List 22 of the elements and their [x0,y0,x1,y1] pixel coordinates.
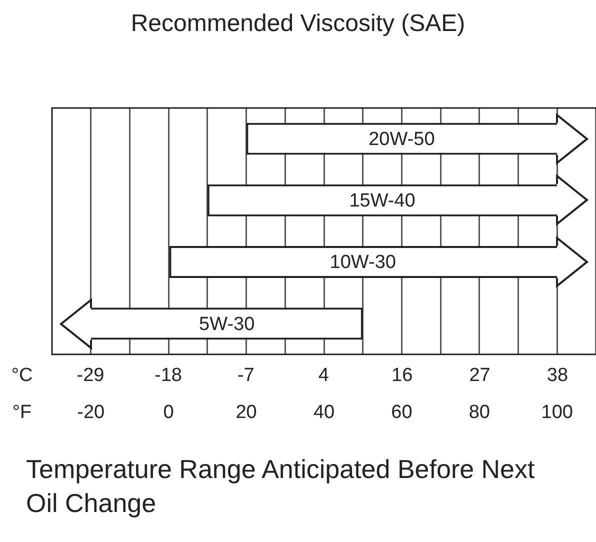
text: Temperature Range Anticipated Before Next Oil Change [26,453,536,520]
x-tick-label: 100 [541,402,573,423]
x2-tick-label: 4 [318,365,330,386]
x-tick-label: 80 [468,402,490,423]
y-tick-label: 15W-40 [349,190,416,212]
x-tick-label: 60 [391,402,412,423]
y-tick-label: 5W-30 [199,314,255,335]
x2-tick-label: 38 [546,365,568,386]
x2-tick-label: -7 [237,365,254,386]
x-tick-label: -20 [77,402,105,423]
y-tick-label: 10W-30 [330,252,396,274]
y-tick-label: 20W-50 [368,129,435,150]
x-tick-label: 20 [236,402,257,423]
x-tick-label: 40 [313,402,335,423]
x2-axis-title: °C [11,365,33,386]
x-axis-title: °F [12,402,32,423]
x2-tick-label: 16 [391,365,413,386]
x-tick-label: 0 [163,402,174,423]
chart-title: Recommended Viscosity (SAE) [130,9,466,39]
x2-tick-label: -18 [154,365,182,386]
x2-tick-label: 27 [469,365,490,386]
x2-tick-label: -29 [76,365,104,386]
